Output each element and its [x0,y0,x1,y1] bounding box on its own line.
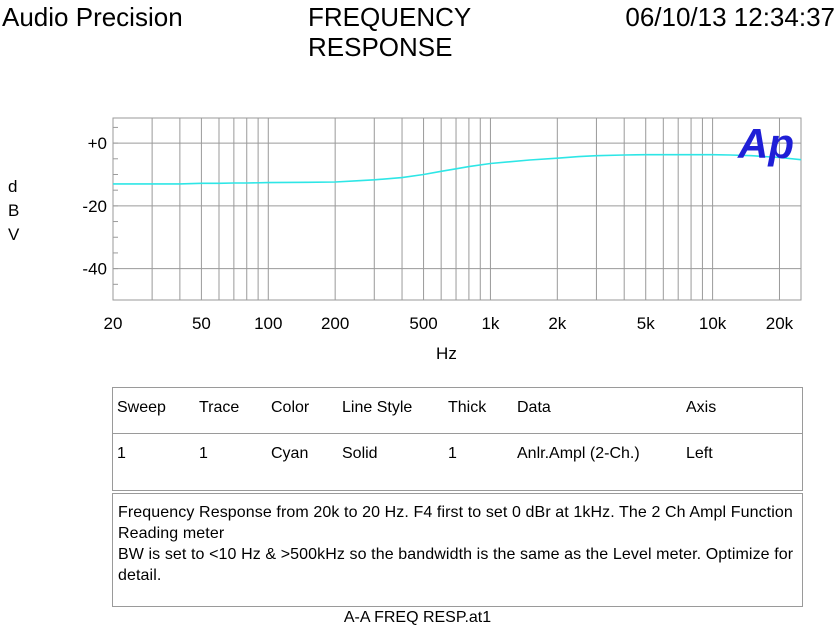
timestamp: 06/10/13 12:34:37 [625,2,835,32]
header-sweep: Sweep [117,399,166,416]
cell-thick: 1 [448,445,457,462]
x-tick-label: 10k [699,314,727,333]
y-axis-label-b: B [8,201,20,220]
app-name: Audio Precision [2,2,183,32]
y-tick-label: -20 [82,197,107,216]
plot-frame [112,117,802,301]
x-axis-label: Hz [436,344,457,363]
header-line-style: Line Style [342,399,413,416]
x-tick-label: 20k [766,314,794,333]
header-axis: Axis [686,399,717,416]
trace-line [113,153,802,185]
chart-title: FREQUENCY RESPONSE [308,2,472,62]
header-thick: Thick [448,399,487,416]
x-tick-label: 2k [548,314,566,333]
notes-box: Frequency Response from 20k to 20 Hz. F4… [112,493,803,607]
frequency-response-chart: +0 -20 -40 20 50 100 200 500 1k 2k 5k 10k 20k Hz Ap [82,117,802,363]
y-tick-label: +0 [88,134,107,153]
settings-divider [113,433,802,434]
y-axis-label-v: V [8,225,20,244]
x-tick-label: 100 [254,314,282,333]
ap-logo: Ap [737,120,794,167]
header-color: Color [271,399,310,416]
header-trace: Trace [199,399,240,416]
x-tick-label: 5k [637,314,655,333]
y-tick-label: -40 [82,260,107,279]
cell-axis: Left [686,445,713,462]
cell-trace: 1 [199,445,208,462]
cell-sweep: 1 [117,445,126,462]
notes-text: Frequency Response from 20k to 20 Hz. F4… [118,504,794,584]
x-tick-label: 50 [192,314,211,333]
y-axis-label-d: d [8,177,18,196]
x-tick-label: 200 [321,314,349,333]
cell-line-style: Solid [342,445,378,462]
trace-settings-table: Sweep Trace Color Line Style Thick Data … [112,387,803,491]
cell-data: Anlr.Ampl (2-Ch.) [517,445,640,462]
x-tick-label: 1k [481,314,499,333]
file-name: A-A FREQ RESP.at1 [343,609,492,626]
x-tick-label: 500 [409,314,437,333]
cell-color: Cyan [271,445,309,462]
x-tick-label: 20 [104,314,123,333]
header-data: Data [517,399,551,416]
